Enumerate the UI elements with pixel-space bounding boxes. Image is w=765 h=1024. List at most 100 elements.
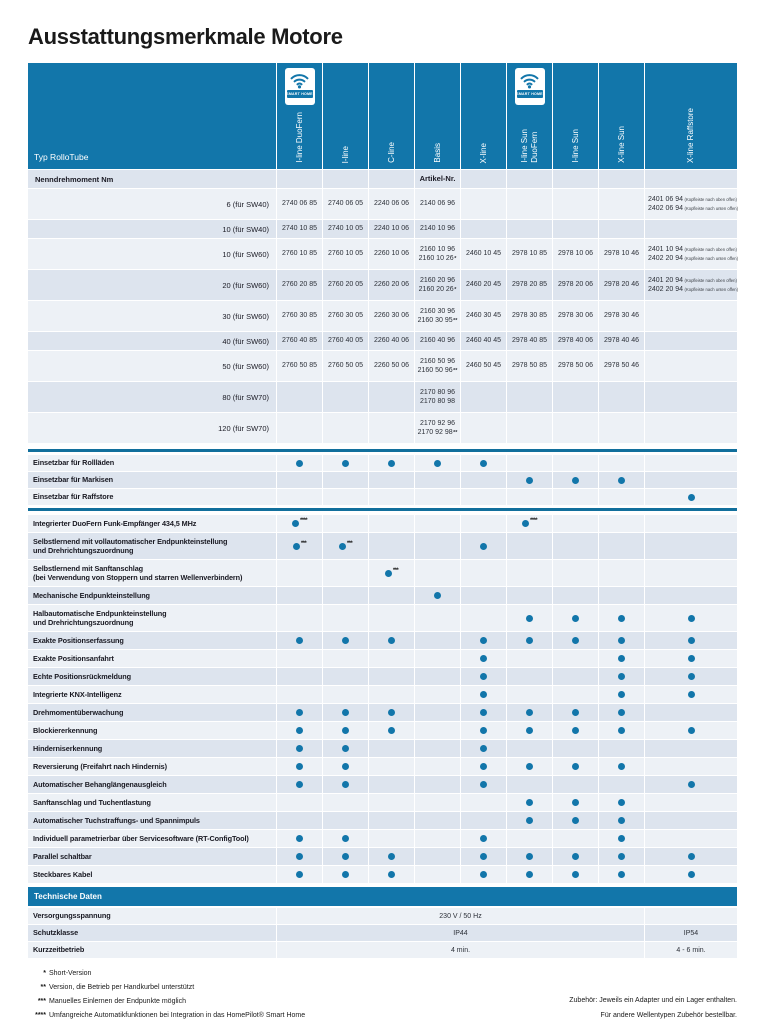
artikel-number: 2740 10 85 [281, 225, 318, 233]
feature-cell [507, 489, 552, 505]
feature-cell [645, 605, 737, 631]
artikel-number: 2140 10 96 [419, 225, 456, 233]
feature-label: Automatischer Behanglängenausgleich [28, 776, 276, 793]
column-header-label: Basis [432, 143, 442, 163]
artikel-cell: 2760 40 05 [323, 332, 368, 350]
feature-dot [296, 637, 303, 644]
feature-cell: **** [507, 515, 552, 532]
artikel-number: 2978 40 85 [511, 337, 548, 345]
feature-dot [572, 799, 579, 806]
artikel-row: 50 (für SW60) 2760 50 85 2760 50 05 2260 50… [28, 351, 737, 381]
feature-dot [526, 476, 533, 484]
feature-cell [507, 668, 552, 685]
feature-dot [572, 614, 579, 622]
feature-cell [553, 587, 598, 604]
feature-dot [526, 637, 533, 644]
feature-dot [480, 781, 487, 788]
feature-cell [415, 848, 460, 865]
feature-cell [507, 848, 552, 865]
feature-cell [599, 776, 644, 793]
feature-dot [480, 673, 487, 680]
footnote-line: **** Umfangreiche Automatikfunktionen bei… [28, 1009, 305, 1023]
feature-cell [461, 605, 506, 631]
artikel-cell [461, 220, 506, 238]
feature-cell [277, 668, 322, 685]
feature-cell [415, 587, 460, 604]
tech-value-last [645, 908, 737, 924]
feature-dot [687, 637, 695, 644]
feature-cell [277, 587, 322, 604]
artikel-number: 2460 40 45 [465, 337, 502, 345]
artikel-number: 2760 30 05 [327, 312, 364, 320]
feature-dot [618, 727, 625, 734]
artikel-number: 2978 40 06 [557, 337, 594, 345]
feature-cell [369, 472, 414, 488]
artikel-cell [645, 382, 737, 412]
feature-label: Blockiererkennung [28, 722, 276, 739]
footnote-marker: ** [453, 318, 458, 324]
feature-cell [553, 704, 598, 721]
feature-row: Integrierte KNX-Intelligenz [28, 686, 737, 703]
column-header-i-line-duofern: SMART HOME I-line DuoFern [277, 63, 322, 169]
feature-dot [480, 709, 487, 716]
artikel-cell: 2978 20 06 [553, 270, 598, 300]
feature-cell [277, 704, 322, 721]
artikel-cell [645, 413, 737, 443]
column-header-label: I-line Sun [570, 129, 580, 163]
feature-row: Parallel schaltbar [28, 848, 737, 865]
technical-data-band: Technische Daten [28, 887, 737, 906]
tech-value-last: IP54 [645, 925, 737, 941]
feature-row: Reversierung (Freifahrt nach Hindernis) [28, 758, 737, 775]
artikel-row: 10 (für SW60) 2760 10 85 2760 10 05 2260 10… [28, 239, 738, 269]
footnote-mark: ** [40, 984, 46, 991]
smart-home-icon-label: SMART HOME [516, 90, 543, 98]
artikel-cell [323, 170, 368, 188]
feature-dot [480, 763, 487, 770]
smart-home-icon: SMART HOME [514, 68, 545, 105]
feature-dot [572, 476, 579, 484]
feature-cell [415, 866, 460, 883]
feature-cell [507, 632, 552, 649]
feature-cell [369, 686, 414, 703]
artikel-cell: 2978 30 85 [507, 301, 552, 331]
feature-dot [296, 459, 303, 467]
tech-row: Schutzklasse IP44 IP54 [28, 925, 737, 941]
footnote-marker: ** [453, 368, 458, 374]
usage-row: Einsetzbar für Raffstore [28, 489, 737, 505]
feature-cell [277, 472, 322, 488]
feature-cell [323, 472, 368, 488]
feature-cell [277, 776, 322, 793]
feature-dot [526, 799, 533, 806]
feature-dot [618, 673, 625, 680]
feature-dot [342, 853, 349, 860]
artikel-cell [599, 413, 644, 443]
artikel-number: 2978 20 46 [603, 281, 640, 289]
artikel-number: 2760 40 85 [281, 337, 318, 345]
feature-dot [384, 569, 392, 577]
artikel-row: 80 (für SW70) 2170 80 96 2170 80 98 [28, 382, 737, 412]
artikel-number: 2460 50 45 [465, 362, 502, 370]
feature-dot [388, 727, 395, 734]
feature-cell [415, 605, 460, 631]
feature-cell [323, 515, 368, 532]
column-header-label: I-line [340, 145, 350, 163]
feature-cell [323, 794, 368, 811]
artikel-cell: 2401 06 94 (Kopfleiste nach oben offen) 24… [645, 189, 739, 219]
column-header-i-line-sun-duofern: SMART HOME I-line Sun DuoFern [507, 63, 552, 169]
feature-cell [323, 605, 368, 631]
feature-dot [572, 853, 579, 860]
footnote-marker: * [454, 256, 457, 262]
feature-dot [388, 637, 395, 644]
artikel-cell [507, 170, 552, 188]
artikel-number: 2978 20 06 [557, 281, 594, 289]
feature-dot [388, 853, 395, 860]
tech-label: Kurzzeitbetrieb [28, 942, 276, 958]
artikel-number: 2460 10 45 [465, 250, 502, 258]
feature-cell [507, 740, 552, 757]
tech-value: 4 min. [277, 942, 644, 958]
artikel-number: 2240 10 06 [373, 225, 410, 233]
feature-cell [369, 605, 414, 631]
footnote-marker: * [454, 287, 457, 293]
artikel-note: (Kopfleiste nach unten offen) [684, 206, 739, 211]
feature-dot [687, 493, 695, 501]
